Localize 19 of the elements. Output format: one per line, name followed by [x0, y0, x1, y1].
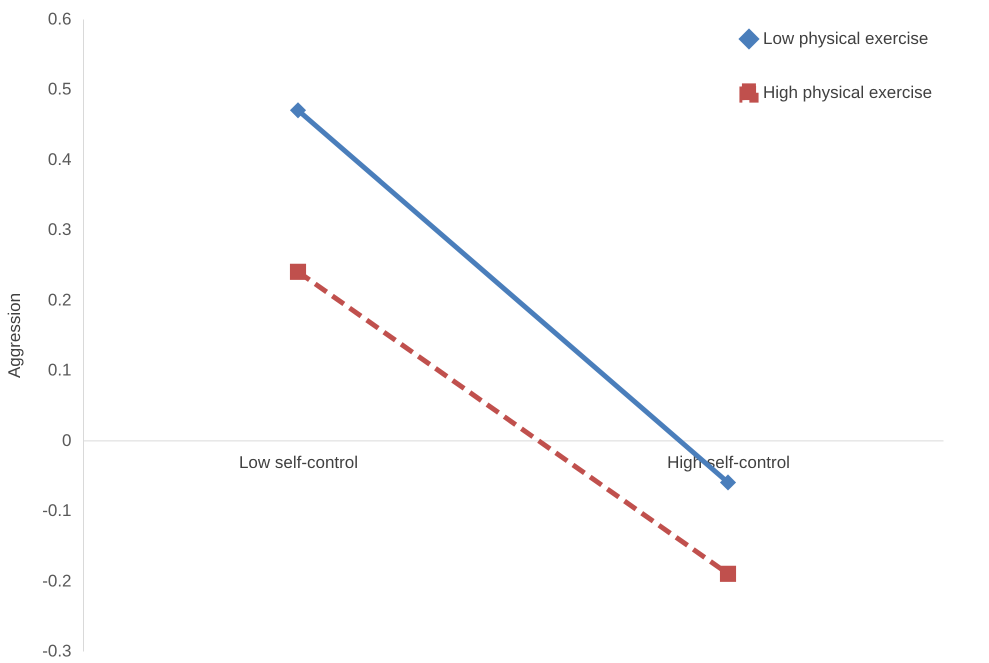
x-tick-label: Low self-control: [238, 452, 358, 472]
legend-label: Low physical exercise: [763, 29, 928, 48]
y-tick-label: -0.1: [42, 501, 72, 520]
point: [290, 102, 306, 118]
point: [720, 474, 736, 491]
y-tick-label: -0.3: [42, 642, 72, 660]
y-tick-label: 0.4: [48, 150, 72, 169]
y-tick-label: -0.2: [42, 571, 72, 590]
y-tick-label: 0.2: [48, 290, 72, 310]
x-tick-label: High self-control: [667, 452, 790, 472]
point: [720, 566, 736, 582]
legend-label: High physical exercise: [763, 83, 932, 102]
y-tick-label: 0: [62, 430, 72, 450]
y-tick-label: 0.6: [48, 10, 72, 28]
y-tick-label: 0.5: [48, 80, 72, 99]
y-tick-label: 0.3: [48, 220, 72, 240]
point: [290, 264, 306, 280]
y-axis-title: Aggression: [5, 292, 24, 378]
y-tick-label: 0.1: [48, 360, 72, 380]
